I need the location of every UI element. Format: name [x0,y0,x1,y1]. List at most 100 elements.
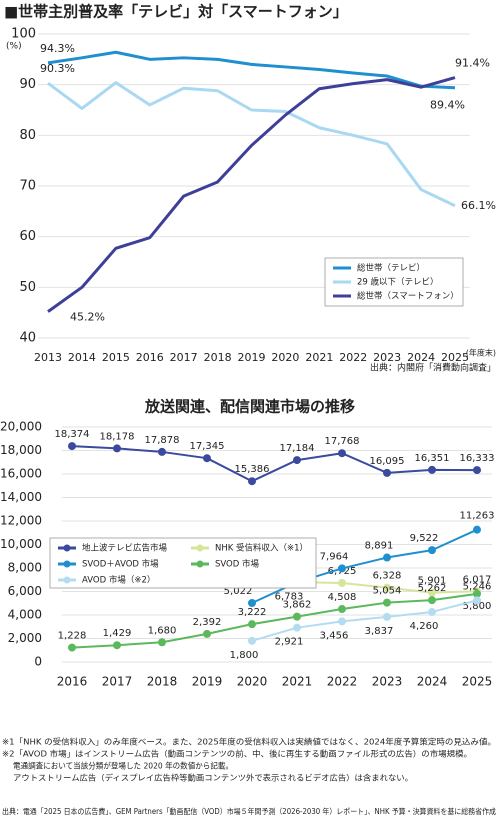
y-tick-label: 60 [19,229,36,244]
y-tick-label: 50 [19,280,36,295]
data-label: 5,246 [463,581,492,592]
point [293,456,301,465]
point [383,553,391,562]
point [248,598,256,607]
legend-label: 29 歳以下（テレビ） [357,277,439,288]
point [428,465,436,474]
legend-label: 総世帯（スマートフォン） [357,291,459,302]
point [113,641,121,650]
point [68,643,76,652]
x-tick-label: 2022 [339,351,367,364]
point [473,596,481,605]
y-tick-label: 90 [19,77,36,92]
y-tick-label: 40 [19,331,36,346]
data-label: 17,184 [280,443,315,454]
y-tick-label: 10,000 [0,537,42,551]
legend-label: AVOD 市場（※2） [82,575,155,586]
y-tick-label: 80 [19,128,36,143]
data-label: 7,964 [320,551,349,562]
point [473,589,481,598]
point [338,564,346,573]
legend-label: SVOD＋AVOD 市場 [82,559,159,570]
chart-title: ■世帯主別普及率「テレビ」対「スマートフォン」 [4,3,348,21]
data-label: 15,386 [235,464,270,475]
point [473,525,481,534]
point [293,612,301,621]
data-label: 1,429 [103,628,132,639]
legend-marker [63,544,71,552]
x-tick-label: 2022 [327,675,358,689]
x-tick-label: 2023 [372,675,403,689]
x-tick-label: 2017 [170,351,198,364]
x-tick-label: 2021 [305,351,333,364]
data-label: 1,800 [230,650,259,661]
legend-marker [63,560,71,568]
y-tick-label: 20,000 [0,420,42,434]
data-label: 5,901 [418,576,447,587]
x-tick-label: 2024 [407,351,435,364]
data-label: 3,862 [283,600,312,611]
data-label: 17,878 [145,435,180,446]
data-label: 91.4% [455,57,490,70]
legend-marker [196,544,204,552]
point [383,583,391,592]
data-label: 16,333 [460,453,495,464]
data-label: 18,178 [100,431,135,442]
y-tick-label: 16,000 [0,467,42,481]
data-label: 4,508 [328,592,357,603]
point [473,466,481,475]
x-tick-label: 2020 [237,675,268,689]
legend-marker [196,560,204,568]
x-tick-label: 2020 [271,351,299,364]
data-label: 45.2% [70,311,105,324]
point [293,623,301,632]
y-tick-label: 100 [11,27,36,42]
data-label: 6,328 [373,571,402,582]
x-tick-label: 2025 [441,351,469,364]
point [338,605,346,614]
y-tick-label: 8,000 [8,561,42,575]
footnote: 電通調査において当該分類が登場した 2020 年の数値から記載。 [13,761,233,771]
data-label: 2,921 [275,637,304,648]
footnote: ※2「AVOD 市場」はインストリーム広告（動画コンテンツの前、中、後に再生する… [2,749,472,759]
point [428,588,436,597]
x-tick-label: 2024 [417,675,448,689]
y-tick-label: 70 [19,179,36,194]
source: 出典：内閣府「消費動向調査」 [370,362,496,374]
chart-title: 放送関連、配信関連市場の推移 [144,398,355,416]
data-label: 5,022 [224,586,253,597]
x-tick-label: 2025 [462,675,493,689]
point [383,598,391,607]
data-label: 89.4% [430,99,465,112]
data-label: 1,228 [58,631,87,642]
y-unit: (%) [6,42,22,52]
data-label: 66.1% [461,199,496,212]
data-label: 1,680 [148,625,177,636]
y-tick-label: 4,000 [8,608,42,622]
data-label: 17,768 [325,436,360,447]
series-line [71,445,478,483]
y-tick-label: 18,000 [0,443,42,457]
data-label: 16,351 [415,453,450,464]
point [338,578,346,587]
legend-label: 地上波テレビ広告市場 [82,543,168,554]
y-tick-label: 14,000 [0,490,42,504]
footnote: アウトストリーム広告（ディスプレイ広告枠等動画コンテンツ外で表示されるビデオ広告… [13,773,413,783]
data-label: 5,054 [373,586,402,597]
data-label: 90.3% [40,62,75,75]
data-label: 17,345 [190,441,225,452]
data-label: 6,017 [463,574,492,585]
x-tick-label: 2014 [68,351,96,364]
x-tick-label: 2019 [192,675,223,689]
x-unit: (年度末) [466,348,496,358]
x-tick-label: 2023 [373,351,401,364]
point [338,449,346,458]
data-label: 16,095 [370,456,405,467]
legend-box [49,537,317,589]
point [68,442,76,451]
point [113,444,121,453]
point [383,468,391,477]
data-label: 8,891 [365,541,394,552]
point [158,638,166,647]
